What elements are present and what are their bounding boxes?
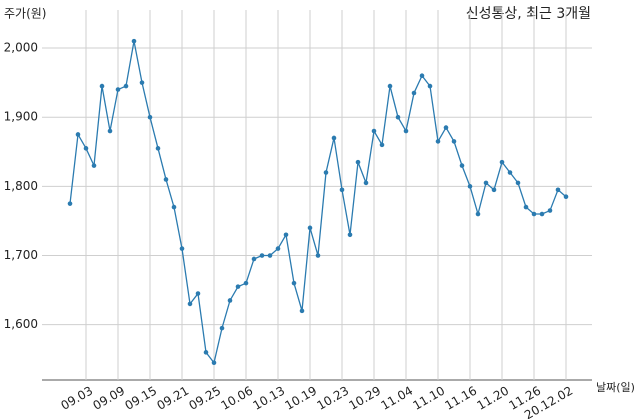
point — [267, 253, 273, 258]
y-axis-label: 주가(원) — [4, 7, 46, 21]
point — [387, 83, 393, 89]
point — [139, 80, 145, 85]
point — [531, 211, 537, 217]
point — [299, 308, 305, 314]
point — [307, 225, 313, 231]
point — [171, 204, 177, 210]
point — [539, 211, 545, 217]
point — [395, 114, 401, 120]
point — [203, 350, 209, 355]
y-tick-label: 1,600 — [4, 317, 38, 331]
x-tick-label: 10.23 — [314, 384, 351, 413]
point — [331, 135, 337, 141]
point — [195, 291, 201, 296]
point — [163, 177, 169, 182]
point — [259, 253, 265, 258]
point — [339, 187, 345, 193]
point — [187, 301, 193, 307]
point — [419, 73, 425, 79]
point — [355, 159, 361, 165]
x-tick-label: 09.25 — [186, 384, 223, 413]
x-tick-label: 11.04 — [378, 384, 415, 413]
x-tick-label: 09.15 — [122, 384, 159, 413]
point — [547, 208, 553, 213]
point — [115, 87, 121, 92]
x-axis-label: 날짜(일) — [596, 380, 635, 394]
chart-title: 신성통상, 최근 3개월 — [466, 6, 591, 22]
point — [347, 232, 353, 238]
point — [411, 90, 417, 96]
point — [563, 194, 569, 200]
point — [323, 170, 329, 175]
x-tick-label: 09.09 — [90, 384, 127, 413]
point — [283, 232, 289, 238]
point — [555, 187, 561, 193]
point — [515, 180, 521, 186]
point — [451, 139, 457, 144]
x-tick-label: 09.03 — [58, 384, 95, 413]
y-tick-label: 1,800 — [4, 179, 38, 193]
point — [219, 325, 225, 331]
point — [243, 280, 249, 286]
point — [443, 125, 449, 130]
point — [251, 256, 257, 262]
point — [99, 83, 105, 89]
point — [467, 184, 473, 189]
x-tick-label: 10.19 — [282, 384, 319, 413]
y-tick-label: 2,000 — [4, 41, 38, 55]
point — [227, 298, 233, 303]
x-tick-label: 10.29 — [346, 384, 383, 413]
point — [315, 253, 321, 258]
point — [523, 204, 529, 210]
point — [491, 187, 497, 193]
point — [275, 246, 281, 251]
point — [91, 163, 97, 168]
y-tick-label: 1,700 — [4, 248, 38, 262]
point — [435, 139, 441, 144]
point — [147, 114, 153, 120]
point — [67, 201, 73, 206]
point — [475, 211, 481, 217]
x-tick-label: 10.06 — [218, 384, 255, 413]
point — [507, 170, 513, 175]
point — [427, 83, 433, 89]
point — [371, 128, 377, 134]
x-tick-label: 11.10 — [410, 384, 447, 413]
point — [83, 146, 89, 151]
x-tick-label: 11.16 — [442, 384, 479, 413]
point — [235, 284, 241, 289]
point — [379, 142, 385, 148]
point — [291, 280, 297, 286]
point — [179, 246, 185, 251]
point — [131, 38, 137, 44]
point — [155, 146, 161, 151]
line — [69, 40, 567, 365]
point — [107, 128, 113, 134]
point — [403, 128, 409, 134]
y-tick-label: 1,900 — [4, 110, 38, 124]
x-tick-label: 11.20 — [474, 384, 511, 413]
point — [459, 163, 465, 168]
x-tick-label: 10.13 — [250, 384, 287, 413]
point — [123, 83, 129, 89]
x-tick-label: 09.21 — [154, 384, 191, 413]
point — [363, 180, 369, 186]
point — [211, 360, 217, 366]
point — [499, 159, 505, 165]
point — [75, 132, 81, 137]
point — [483, 180, 489, 186]
